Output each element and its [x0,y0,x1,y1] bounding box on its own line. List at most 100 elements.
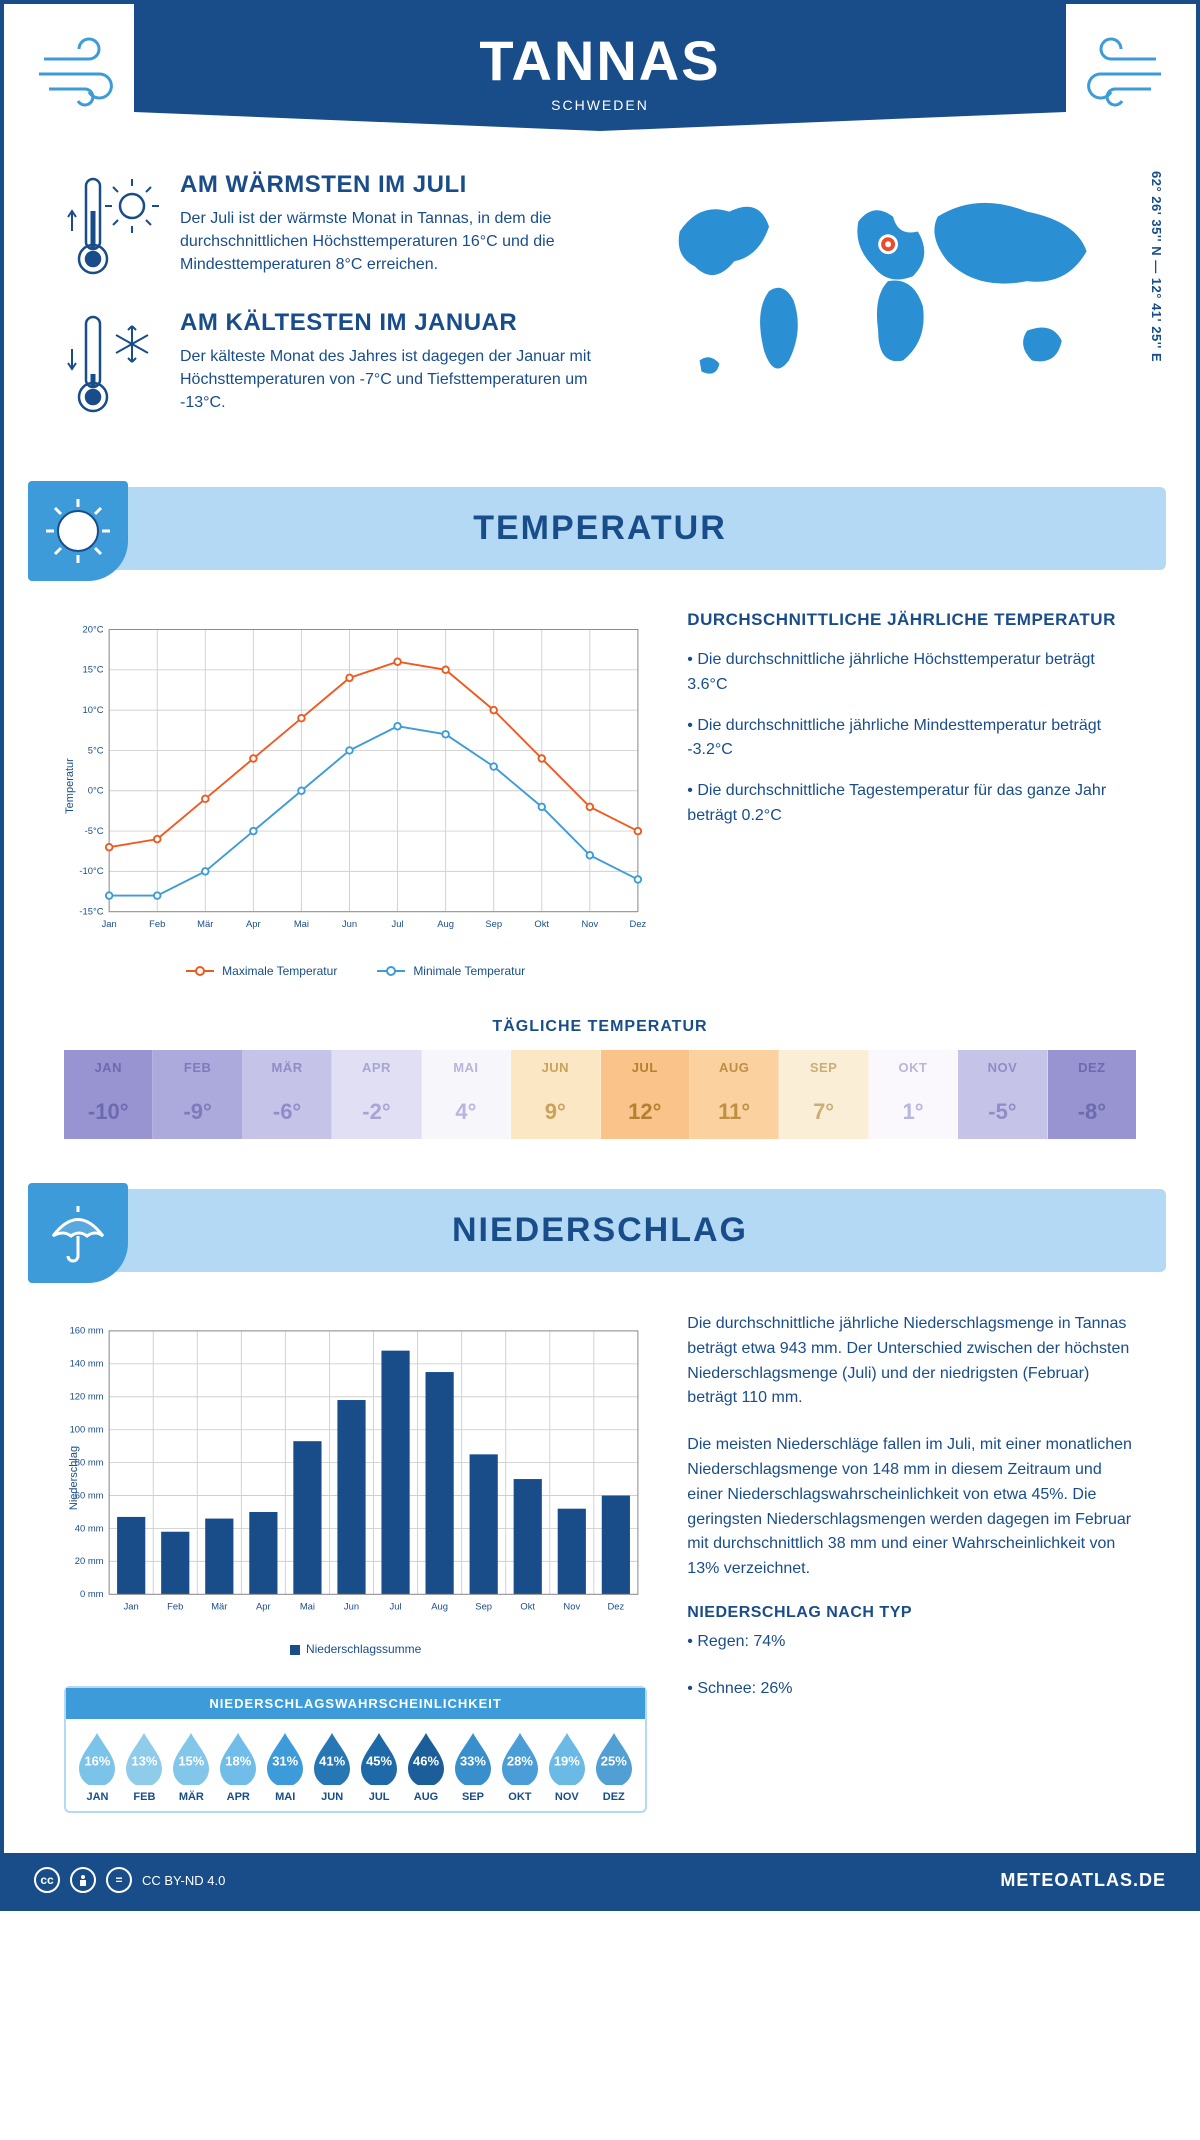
svg-text:Sep: Sep [475,1600,492,1611]
by-icon [70,1867,96,1893]
temp-line-chart: -15°C -10°C -5°C 0°C 5°C 10°C 15°C 20°C Jan Feb Mä… [64,610,647,950]
svg-text:0 mm: 0 mm [80,1588,104,1599]
temp-heading: TEMPERATUR [34,509,1166,548]
temp-summary: DURCHSCHNITTLICHE JÄHRLICHE TEMPERATUR •… [687,610,1136,978]
precip-heading: NIEDERSCHLAG [34,1211,1166,1250]
svg-text:Feb: Feb [149,918,165,929]
thermometer-sun-icon [64,171,164,281]
footer: cc = CC BY-ND 4.0 METEOATLAS.DE [4,1853,1196,1907]
temp-ylabel: Temperatur [64,758,76,814]
cold-block: AM KÄLTESTEN IM JANUAR Der kälteste Mona… [64,309,610,419]
daily-cell: JUL12° [601,1050,690,1139]
wind-icon [34,34,134,114]
page-title: TANNAS [134,28,1066,93]
prob-title: NIEDERSCHLAGSWAHRSCHEINLICHKEIT [66,1688,645,1719]
thermometer-snow-icon [64,309,164,419]
precip-bar-chart: 0 mm20 mm40 mm60 mm80 mm100 mm120 mm140 … [64,1312,647,1632]
svg-text:-15°C: -15°C [79,906,103,917]
svg-text:Mai: Mai [294,918,309,929]
probability-drops: 16% JAN 13% FEB 15% MÄR 18% APR 31% MAI … [66,1719,645,1811]
precip-banner: NIEDERSCHLAG [34,1189,1166,1272]
sun-icon [28,481,128,581]
drop-cell: 18% APR [215,1731,262,1803]
drop-cell: 13% FEB [121,1731,168,1803]
daily-cell: DEZ-8° [1048,1050,1136,1139]
daily-cell: AUG11° [690,1050,779,1139]
daily-cell: MÄR-6° [243,1050,332,1139]
precip-type-title: NIEDERSCHLAG NACH TYP [687,1604,1136,1622]
daily-cell: NOV-5° [958,1050,1047,1139]
svg-text:5°C: 5°C [88,744,104,755]
drop-cell: 33% SEP [450,1731,497,1803]
temp-summary-title: DURCHSCHNITTLICHE JÄHRLICHE TEMPERATUR [687,610,1136,630]
page-subtitle: SCHWEDEN [134,97,1066,113]
daily-cell: APR-2° [332,1050,421,1139]
svg-text:Apr: Apr [256,1600,271,1611]
map-wrap: 62° 26' 35'' N — 12° 41' 25'' E [640,171,1136,447]
svg-text:Aug: Aug [431,1600,448,1611]
header-wrap: TANNAS SCHWEDEN [4,4,1196,131]
warm-text: Der Juli ist der wärmste Monat in Tannas… [180,207,610,277]
svg-text:Mär: Mär [197,918,213,929]
warm-block: AM WÄRMSTEN IM JULI Der Juli ist der wär… [64,171,610,281]
header-banner: TANNAS SCHWEDEN [134,4,1066,131]
svg-text:Jan: Jan [124,1600,139,1611]
svg-text:0°C: 0°C [88,785,104,796]
warm-title: AM WÄRMSTEN IM JULI [180,171,610,199]
svg-text:Jun: Jun [344,1600,359,1611]
precip-legend: Niederschlagssumme [64,1642,647,1656]
svg-text:Dez: Dez [630,918,647,929]
svg-text:-10°C: -10°C [79,865,103,876]
svg-text:Mär: Mär [211,1600,227,1611]
svg-text:Jul: Jul [392,918,404,929]
cold-text: Der kälteste Monat des Jahres ist dagege… [180,345,610,415]
daily-cell: JAN-10° [64,1050,153,1139]
coordinates: 62° 26' 35'' N — 12° 41' 25'' E [1149,171,1164,362]
daily-cell: MAI4° [422,1050,511,1139]
drop-cell: 45% JUL [356,1731,403,1803]
svg-text:160 mm: 160 mm [70,1325,104,1336]
precip-summary: Die durchschnittliche jährliche Niedersc… [687,1312,1136,1813]
svg-text:20 mm: 20 mm [75,1555,104,1566]
nd-icon: = [106,1867,132,1893]
svg-text:Jul: Jul [390,1600,402,1611]
drop-cell: 25% DEZ [590,1731,637,1803]
wind-icon [1066,34,1166,114]
probability-box: NIEDERSCHLAGSWAHRSCHEINLICHKEIT 16% JAN … [64,1686,647,1813]
daily-cell: SEP7° [779,1050,868,1139]
svg-text:40 mm: 40 mm [75,1522,104,1533]
svg-text:Okt: Okt [520,1600,535,1611]
drop-cell: 41% JUN [309,1731,356,1803]
svg-text:Okt: Okt [534,918,549,929]
svg-text:Mai: Mai [300,1600,315,1611]
svg-text:-5°C: -5°C [85,825,104,836]
daily-cell: JUN9° [511,1050,600,1139]
drop-cell: 19% NOV [543,1731,590,1803]
svg-text:Feb: Feb [167,1600,183,1611]
drop-cell: 46% AUG [403,1731,450,1803]
site-name: METEOATLAS.DE [1000,1870,1166,1891]
precip-chart: Niederschlag 0 mm20 mm40 mm60 mm80 mm100… [64,1312,647,1632]
temp-banner: TEMPERATUR [34,487,1166,570]
world-map [640,171,1136,431]
svg-text:Jun: Jun [342,918,357,929]
svg-text:Nov: Nov [581,918,598,929]
svg-text:15°C: 15°C [83,664,104,675]
legend-max: Maximale Temperatur [186,964,337,978]
svg-text:Jan: Jan [102,918,117,929]
drop-cell: 15% MÄR [168,1731,215,1803]
cc-icon: cc [34,1867,60,1893]
daily-temp-table: JAN-10° FEB-9° MÄR-6° APR-2° MAI4° JUN9°… [64,1050,1136,1139]
svg-text:20°C: 20°C [83,623,104,634]
license-text: CC BY-ND 4.0 [142,1873,225,1888]
daily-cell: OKT1° [869,1050,958,1139]
drop-cell: 31% MAI [262,1731,309,1803]
legend-min: Minimale Temperatur [377,964,525,978]
drop-cell: 28% OKT [496,1731,543,1803]
cold-title: AM KÄLTESTEN IM JANUAR [180,309,610,337]
svg-text:10°C: 10°C [83,704,104,715]
svg-text:Aug: Aug [437,918,454,929]
svg-text:Sep: Sep [485,918,502,929]
temp-chart: Temperatur -15°C -10°C -5°C 0°C 5°C 10°C 15°C 2… [64,610,647,978]
umbrella-icon [28,1183,128,1283]
